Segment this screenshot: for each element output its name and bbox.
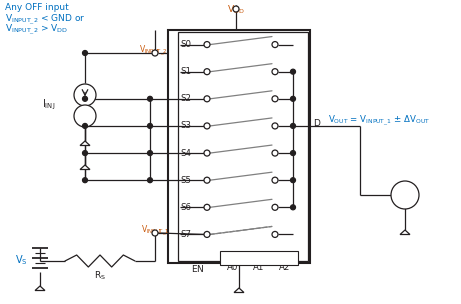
- Text: D: D: [313, 119, 320, 128]
- Bar: [178, 32, 308, 261]
- Bar: [168, 30, 310, 263]
- Circle shape: [204, 123, 210, 129]
- Circle shape: [83, 50, 88, 56]
- Circle shape: [204, 177, 210, 183]
- Text: V$_{\mathregular{INPUT\_2}}$: V$_{\mathregular{INPUT\_2}}$: [139, 44, 167, 58]
- Text: S0: S0: [180, 40, 191, 49]
- Circle shape: [272, 231, 278, 237]
- Text: V$_{\mathregular{OUT}}$ = V$_{\mathregular{INPUT\_1}}$ ± ΔV$_{\mathregular{OUT}}: V$_{\mathregular{OUT}}$ = V$_{\mathregul…: [328, 114, 430, 128]
- Text: S2: S2: [180, 94, 191, 103]
- Circle shape: [272, 177, 278, 183]
- Circle shape: [83, 123, 88, 128]
- Text: S7: S7: [180, 230, 191, 239]
- Circle shape: [290, 69, 296, 74]
- Text: S6: S6: [180, 203, 191, 212]
- Text: Any OFF input: Any OFF input: [5, 3, 69, 12]
- Polygon shape: [400, 230, 410, 234]
- Polygon shape: [234, 288, 244, 292]
- Circle shape: [204, 231, 210, 237]
- Text: V$_{\mathregular{DD}}$: V$_{\mathregular{DD}}$: [227, 3, 245, 16]
- Circle shape: [204, 42, 210, 47]
- Text: R$_{\mathregular{S}}$: R$_{\mathregular{S}}$: [94, 269, 106, 282]
- Polygon shape: [80, 165, 90, 170]
- Text: A2: A2: [279, 264, 291, 272]
- Circle shape: [290, 150, 296, 156]
- Text: A1: A1: [253, 264, 265, 272]
- Polygon shape: [35, 286, 45, 291]
- Circle shape: [204, 150, 210, 156]
- Text: V$_{\mathregular{INPUT\_2}}$ > V$_{\mathregular{DD}}$: V$_{\mathregular{INPUT\_2}}$ > V$_{\math…: [5, 23, 68, 37]
- Circle shape: [272, 69, 278, 75]
- Circle shape: [83, 150, 88, 156]
- Text: S4: S4: [180, 149, 191, 157]
- Polygon shape: [80, 141, 90, 146]
- Bar: [220, 251, 298, 265]
- Circle shape: [148, 96, 153, 101]
- Circle shape: [272, 123, 278, 129]
- Text: A0: A0: [227, 264, 239, 272]
- Circle shape: [148, 150, 153, 156]
- Circle shape: [152, 50, 158, 56]
- Circle shape: [83, 178, 88, 183]
- Circle shape: [204, 69, 210, 75]
- Circle shape: [272, 42, 278, 47]
- Circle shape: [290, 123, 296, 128]
- Text: S5: S5: [180, 176, 191, 185]
- Circle shape: [272, 204, 278, 210]
- Text: I$_{\mathregular{INJ}}$: I$_{\mathregular{INJ}}$: [41, 98, 55, 112]
- Circle shape: [204, 204, 210, 210]
- Circle shape: [290, 178, 296, 183]
- Circle shape: [148, 178, 153, 183]
- Text: S3: S3: [180, 121, 191, 130]
- Circle shape: [290, 205, 296, 210]
- Circle shape: [152, 230, 158, 236]
- Text: $\overline{\mathrm{EN}}$: $\overline{\mathrm{EN}}$: [191, 261, 205, 275]
- Circle shape: [290, 96, 296, 101]
- Circle shape: [74, 84, 96, 106]
- Text: V$_{\mathregular{S}}$: V$_{\mathregular{S}}$: [15, 253, 28, 267]
- Circle shape: [272, 150, 278, 156]
- Text: V$_{\mathregular{OUT}}$: V$_{\mathregular{OUT}}$: [395, 189, 415, 201]
- Text: V$_{\mathregular{INPUT\_1}}$: V$_{\mathregular{INPUT\_1}}$: [141, 224, 169, 238]
- Circle shape: [391, 181, 419, 209]
- Circle shape: [272, 96, 278, 102]
- Circle shape: [233, 6, 239, 12]
- Circle shape: [148, 123, 153, 128]
- Circle shape: [83, 96, 88, 101]
- Text: V$_{\mathregular{INPUT\_2}}$ < GND or: V$_{\mathregular{INPUT\_2}}$ < GND or: [5, 13, 85, 27]
- Text: S1: S1: [180, 67, 191, 76]
- Circle shape: [74, 105, 96, 127]
- Circle shape: [204, 96, 210, 102]
